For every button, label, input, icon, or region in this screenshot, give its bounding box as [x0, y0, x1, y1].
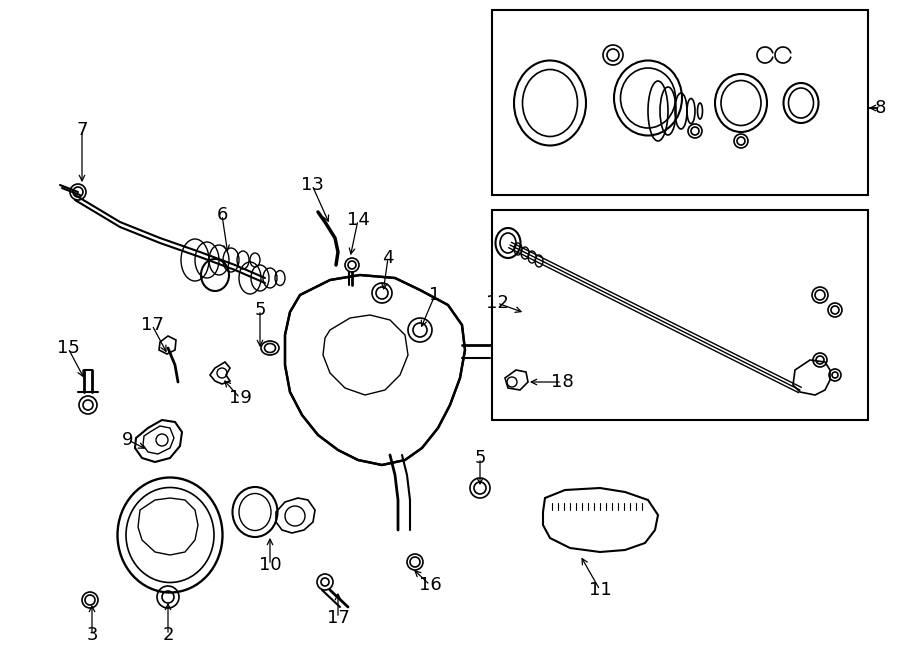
- Text: 16: 16: [418, 576, 441, 594]
- Bar: [492, 10, 868, 195]
- Text: 1: 1: [429, 286, 441, 304]
- Text: 11: 11: [589, 581, 611, 599]
- Text: 18: 18: [551, 373, 573, 391]
- Text: 17: 17: [327, 609, 349, 627]
- Bar: [492, 210, 868, 420]
- Text: 12: 12: [486, 294, 508, 312]
- Text: 17: 17: [140, 316, 164, 334]
- Polygon shape: [285, 275, 465, 465]
- Text: 9: 9: [122, 431, 134, 449]
- Text: 13: 13: [301, 176, 323, 194]
- Text: 5: 5: [254, 301, 266, 319]
- Text: 19: 19: [229, 389, 251, 407]
- Text: 10: 10: [258, 556, 282, 574]
- Text: 7: 7: [76, 121, 88, 139]
- Text: 3: 3: [86, 626, 98, 644]
- Text: 4: 4: [382, 249, 394, 267]
- Polygon shape: [543, 488, 658, 552]
- Text: 15: 15: [57, 339, 79, 357]
- Text: 6: 6: [216, 206, 228, 224]
- Text: 8: 8: [874, 99, 886, 117]
- Text: 2: 2: [162, 626, 174, 644]
- Text: 5: 5: [474, 449, 486, 467]
- Text: 14: 14: [346, 211, 369, 229]
